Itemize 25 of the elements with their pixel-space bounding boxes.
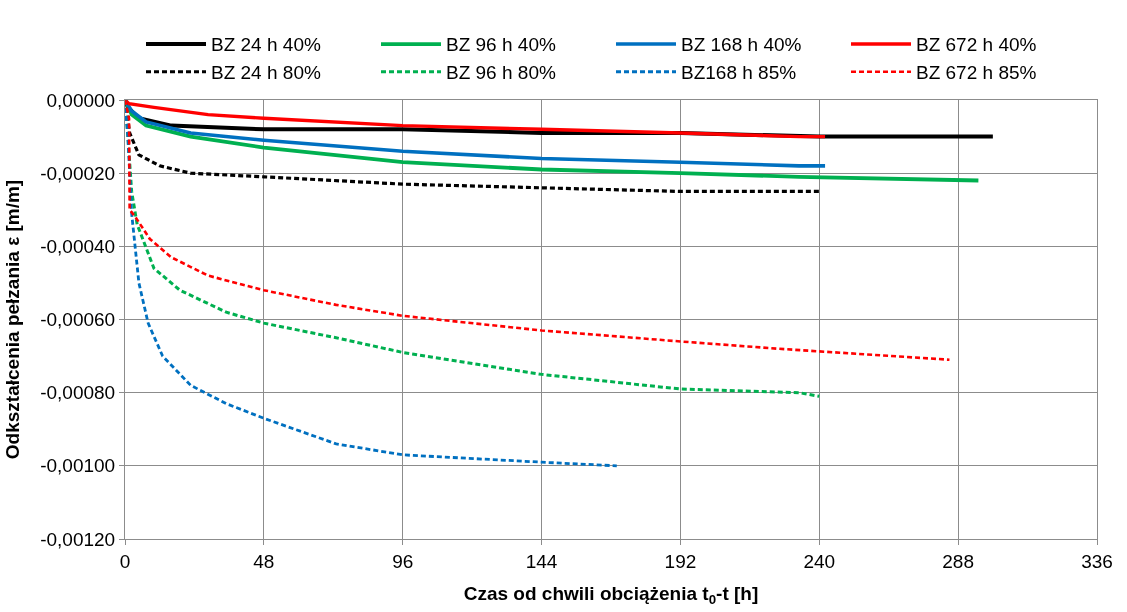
y-tick-label: -0,00060 [40, 309, 116, 331]
x-tick-label: 0 [119, 550, 131, 572]
legend-label: BZ 672 h 85% [916, 62, 1037, 84]
legend-label: BZ 96 h 80% [446, 62, 556, 84]
x-tick-label: 192 [664, 550, 697, 572]
y-tick-label: 0,00000 [46, 89, 116, 111]
y-axis-title: Odkształcenia pełzania ε [m/m] [2, 179, 24, 460]
y-tick-label: -0,00080 [40, 382, 116, 404]
x-tick-label: 240 [803, 550, 836, 572]
x-tick-label: 96 [392, 550, 414, 572]
y-tick-label: -0,00120 [40, 528, 116, 550]
x-tick-label: 288 [942, 550, 974, 572]
y-tick-label: -0,00100 [40, 455, 116, 477]
legend-label: BZ168 h 85% [681, 62, 797, 84]
legend-label: BZ 24 h 80% [211, 62, 321, 84]
x-axis-title: Czas od chwili obciążenia t$_{0}$-t [h] [463, 582, 759, 607]
legend-label: BZ 24 h 40% [211, 34, 321, 56]
y-tick-label: -0,00020 [40, 162, 116, 184]
legend-label: BZ 168 h 40% [681, 34, 802, 56]
y-tick-label: -0,00040 [40, 235, 116, 257]
x-tick-label: 336 [1081, 550, 1113, 572]
legend-label: BZ 672 h 40% [916, 34, 1037, 56]
x-tick-label: 48 [253, 550, 275, 572]
legend-label: BZ 96 h 40% [446, 34, 556, 56]
x-tick-label: 144 [525, 550, 558, 572]
